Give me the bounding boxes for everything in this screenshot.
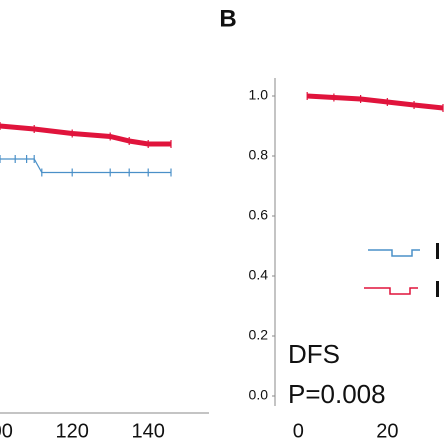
survival-curve: [307, 93, 444, 111]
y-tick-label: 0.2: [249, 327, 269, 343]
survival-curve: [0, 123, 171, 147]
panel-label: B: [219, 5, 236, 32]
x-tick-label: 100: [0, 420, 13, 442]
x-tick-label: 120: [56, 420, 89, 442]
y-tick-label: 0.6: [249, 207, 269, 223]
y-tick-label: 0.8: [249, 147, 269, 163]
x-tick-label: 140: [132, 420, 165, 442]
y-tick-label: 0.0: [249, 387, 269, 403]
legend-text-fragment: [436, 243, 439, 259]
annotation: DFS: [288, 339, 340, 369]
y-tick-label: 0.4: [249, 267, 269, 283]
legend-line: [368, 249, 420, 257]
survival-curve: [0, 158, 171, 174]
legend-line: [364, 287, 418, 295]
x-tick-label: 20: [376, 420, 398, 442]
legend-text-fragment: [436, 281, 439, 297]
y-tick-label: 1.0: [249, 87, 269, 103]
annotation: P=0.008: [288, 379, 386, 409]
x-tick-label: 0: [293, 420, 304, 442]
